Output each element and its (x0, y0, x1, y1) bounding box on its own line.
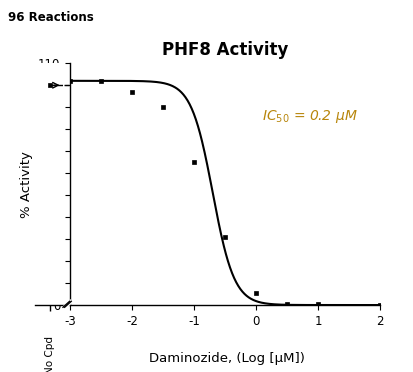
Text: No Cpd: No Cpd (45, 336, 55, 372)
Y-axis label: % Activity: % Activity (19, 151, 33, 218)
Text: Daminozide, (Log [μM]): Daminozide, (Log [μM]) (149, 352, 305, 365)
Text: 96 Reactions: 96 Reactions (8, 11, 94, 24)
Text: IC$_{50}$ = 0.2 $\mu$M: IC$_{50}$ = 0.2 $\mu$M (262, 108, 358, 125)
Title: PHF8 Activity: PHF8 Activity (162, 41, 288, 59)
